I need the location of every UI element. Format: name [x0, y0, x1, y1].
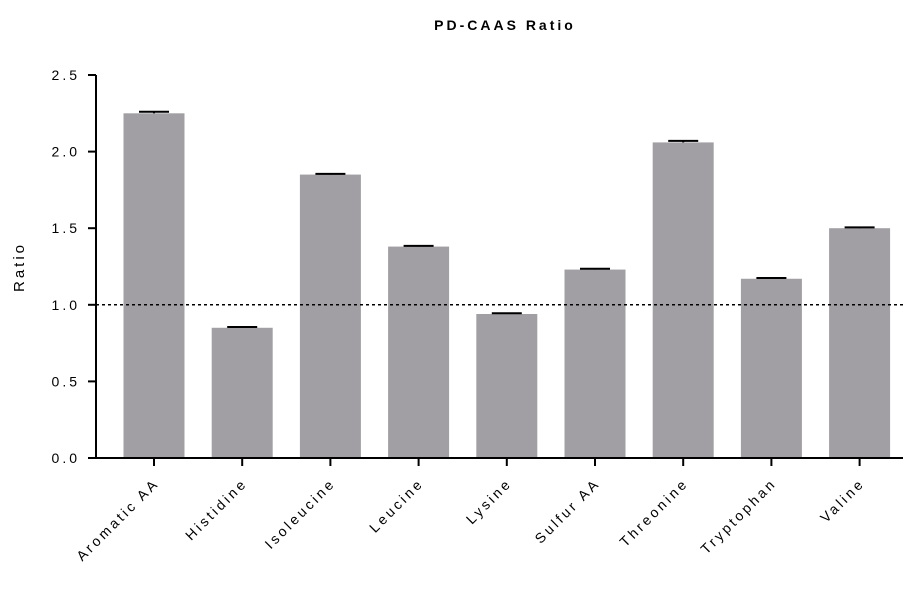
- x-tick-label: Tryptophan: [697, 475, 779, 557]
- bar: [829, 228, 891, 458]
- bar: [740, 278, 802, 458]
- y-ticks-group: 0.0 0.5 1.0 1.5 2.0 2.5: [52, 67, 96, 466]
- y-tick-label: 1.0: [52, 297, 80, 313]
- x-tick-label: Isoleucine: [261, 475, 338, 552]
- bar: [388, 246, 450, 458]
- bar: [476, 313, 538, 458]
- x-tick-label: Sulfur AA: [531, 475, 603, 547]
- y-tick-label: 0.0: [52, 450, 80, 466]
- x-tick-label: Aromatic AA: [73, 475, 162, 564]
- chart-title: PD-CAAS Ratio: [434, 17, 576, 33]
- y-tick-label: 2.5: [52, 67, 80, 83]
- x-tick-label: Histidine: [182, 475, 250, 543]
- y-tick-label: 1.5: [52, 220, 80, 236]
- bar: [211, 327, 273, 458]
- error-bars-group: [139, 110, 875, 329]
- x-tick-label: Threonine: [616, 475, 691, 550]
- y-axis-title: Ratio: [11, 242, 28, 292]
- bar: [299, 174, 361, 458]
- bar: [652, 142, 714, 458]
- y-tick-label: 2.0: [52, 144, 80, 160]
- bars-group: [123, 113, 891, 459]
- y-tick-label: 0.5: [52, 373, 80, 389]
- x-tick-label: Valine: [817, 475, 868, 526]
- x-ticks-group: Aromatic AA Histidine Isoleucine Leucine Lys…: [73, 458, 868, 564]
- x-tick-label: Leucine: [366, 475, 427, 536]
- bar: [123, 113, 185, 459]
- x-tick-label: Lysine: [463, 475, 515, 527]
- bar: [564, 269, 626, 458]
